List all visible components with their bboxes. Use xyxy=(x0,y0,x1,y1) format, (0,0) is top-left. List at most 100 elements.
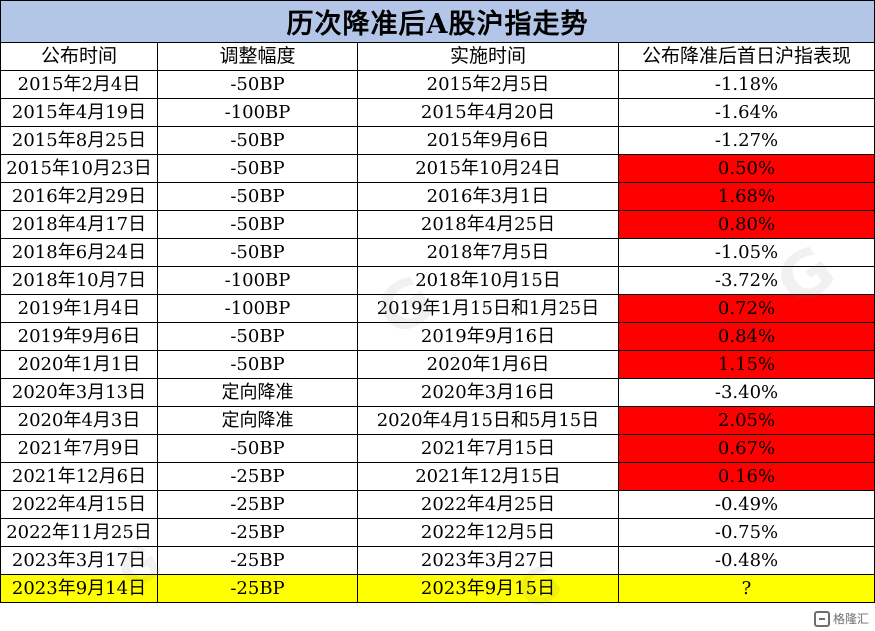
cell-announce-date: 2015年8月25日 xyxy=(0,126,158,155)
cell-first-day-performance: -1.27% xyxy=(617,126,875,155)
table-row: 2015年2月4日 -50BP 2015年2月5日 -1.18% xyxy=(0,70,875,99)
cell-announce-date: 2020年1月1日 xyxy=(0,350,158,379)
cell-announce-date: 2015年4月19日 xyxy=(0,98,158,127)
cell-announce-date: 2018年10月7日 xyxy=(0,266,158,295)
table-row: 2021年12月6日 -25BP 2021年12月15日 0.16% xyxy=(0,462,875,491)
cell-announce-date: 2015年10月23日 xyxy=(0,154,158,183)
cell-effective-date: 2015年9月6日 xyxy=(357,126,619,155)
cell-announce-date: 2022年4月15日 xyxy=(0,490,158,519)
cell-adjustment: -50BP xyxy=(157,434,358,463)
cell-first-day-performance: -1.64% xyxy=(617,98,875,127)
table-row: 2020年4月3日 定向降准 2020年4月15日和5月15日 2.05% xyxy=(0,406,875,435)
cell-effective-date: 2022年12月5日 xyxy=(357,518,619,547)
cell-announce-date: 2016年2月29日 xyxy=(0,182,158,211)
table-row: 2023年9月14日 -25BP 2023年9月15日? xyxy=(0,574,875,603)
cell-announce-date: 2019年9月6日 xyxy=(0,322,158,351)
cell-first-day-performance: -3.72% xyxy=(617,266,875,295)
cell-first-day-performance: -0.49% xyxy=(617,490,875,519)
cell-effective-date: 2019年1月15日和1月25日 xyxy=(357,294,619,323)
cell-adjustment: -100BP xyxy=(157,294,358,323)
brand-logo-text: 格隆汇 xyxy=(832,612,869,626)
header-row: 公布时间 调整幅度 实施时间 公布降准后首日沪指表现 xyxy=(0,42,875,71)
cell-first-day-performance: 0.80% xyxy=(617,210,875,239)
table-row: 2023年3月17日 -25BP 2023年3月27日 -0.48% xyxy=(0,546,875,575)
cell-announce-date: 2020年3月13日 xyxy=(0,378,158,407)
cell-first-day-performance: -3.40% xyxy=(617,378,875,407)
cell-first-day-performance: -1.05% xyxy=(617,238,875,267)
header-effective-date: 实施时间 xyxy=(357,42,619,71)
cell-first-day-performance: 2.05% xyxy=(617,406,875,435)
cell-adjustment: 定向降准 xyxy=(157,378,358,407)
cell-announce-date: 2020年4月3日 xyxy=(0,406,158,435)
header-adjustment: 调整幅度 xyxy=(157,42,358,71)
cell-first-day-performance: ? xyxy=(617,574,875,603)
cell-first-day-performance: 1.68% xyxy=(617,182,875,211)
cell-effective-date: 2019年9月16日 xyxy=(357,322,619,351)
cell-adjustment: -100BP xyxy=(157,266,358,295)
table-row: 2021年7月9日 -50BP 2021年7月15日 0.67% xyxy=(0,434,875,463)
cell-effective-date: 2018年4月25日 xyxy=(357,210,619,239)
cell-adjustment: -25BP xyxy=(157,490,358,519)
brand-logo: 格隆汇 xyxy=(813,610,869,627)
cell-adjustment: -100BP xyxy=(157,98,358,127)
cell-adjustment: -25BP xyxy=(157,546,358,575)
cell-effective-date: 2018年10月15日 xyxy=(357,266,619,295)
cell-adjustment: -25BP xyxy=(157,518,358,547)
table-row: 2019年9月6日 -50BP 2019年9月16日 0.84% xyxy=(0,322,875,351)
cell-adjustment: 定向降准 xyxy=(157,406,358,435)
cell-adjustment: -50BP xyxy=(157,154,358,183)
cell-effective-date: 2021年7月15日 xyxy=(357,434,619,463)
cell-adjustment: -25BP xyxy=(157,462,358,491)
cell-effective-date: 2023年9月15日 xyxy=(357,574,619,603)
cell-announce-date: 2023年3月17日 xyxy=(0,546,158,575)
cell-first-day-performance: -0.75% xyxy=(617,518,875,547)
cell-first-day-performance: 0.84% xyxy=(617,322,875,351)
cell-announce-date: 2021年12月6日 xyxy=(0,462,158,491)
rrr-cut-table: 历次降准后A股沪指走势 公布时间 调整幅度 实施时间 公布降准后首日沪指表现 2… xyxy=(0,0,875,603)
cell-effective-date: 2020年3月16日 xyxy=(357,378,619,407)
brand-logo-icon xyxy=(813,610,830,627)
table-row: 2019年1月4日 -100BP 2019年1月15日和1月25日 0.72% xyxy=(0,294,875,323)
cell-announce-date: 2015年2月4日 xyxy=(0,70,158,99)
table-row: 2015年4月19日 -100BP 2015年4月20日 -1.64% xyxy=(0,98,875,127)
table-row: 2022年4月15日 -25BP 2022年4月25日 -0.49% xyxy=(0,490,875,519)
cell-announce-date: 2023年9月14日 xyxy=(0,574,158,603)
cell-first-day-performance: 0.50% xyxy=(617,154,875,183)
table-row: 2015年8月25日 -50BP 2015年9月6日 -1.27% xyxy=(0,126,875,155)
cell-announce-date: 2019年1月4日 xyxy=(0,294,158,323)
cell-effective-date: 2015年2月5日 xyxy=(357,70,619,99)
table-row: 2018年6月24日 -50BP 2018年7月5日 -1.05% xyxy=(0,238,875,267)
cell-effective-date: 2021年12月15日 xyxy=(357,462,619,491)
cell-adjustment: -25BP xyxy=(157,574,358,603)
cell-announce-date: 2021年7月9日 xyxy=(0,434,158,463)
cell-effective-date: 2020年4月15日和5月15日 xyxy=(357,406,619,435)
cell-first-day-performance: 0.67% xyxy=(617,434,875,463)
cell-effective-date: 2020年1月6日 xyxy=(357,350,619,379)
cell-first-day-performance: 0.72% xyxy=(617,294,875,323)
cell-effective-date: 2015年4月20日 xyxy=(357,98,619,127)
table-row: 2022年11月25日 -25BP 2022年12月5日 -0.75% xyxy=(0,518,875,547)
cell-first-day-performance: -0.48% xyxy=(617,546,875,575)
cell-effective-date: 2016年3月1日 xyxy=(357,182,619,211)
cell-effective-date: 2023年3月27日 xyxy=(357,546,619,575)
cell-first-day-performance: 1.15% xyxy=(617,350,875,379)
spreadsheet: 历次降准后A股沪指走势 公布时间 调整幅度 实施时间 公布降准后首日沪指表现 2… xyxy=(0,0,875,603)
cell-effective-date: 2018年7月5日 xyxy=(357,238,619,267)
cell-effective-date: 2022年4月25日 xyxy=(357,490,619,519)
cell-adjustment: -50BP xyxy=(157,182,358,211)
header-announce-date: 公布时间 xyxy=(0,42,158,71)
table-row: 2018年4月17日 -50BP 2018年4月25日 0.80% xyxy=(0,210,875,239)
cell-effective-date: 2015年10月24日 xyxy=(357,154,619,183)
cell-adjustment: -50BP xyxy=(157,70,358,99)
cell-first-day-performance: -1.18% xyxy=(617,70,875,99)
cell-announce-date: 2018年4月17日 xyxy=(0,210,158,239)
cell-adjustment: -50BP xyxy=(157,350,358,379)
table-title: 历次降准后A股沪指走势 xyxy=(0,0,875,43)
table-row: 2015年10月23日 -50BP 2015年10月24日 0.50% xyxy=(0,154,875,183)
table-row: 2016年2月29日 -50BP 2016年3月1日 1.68% xyxy=(0,182,875,211)
cell-announce-date: 2018年6月24日 xyxy=(0,238,158,267)
header-first-day-performance: 公布降准后首日沪指表现 xyxy=(617,42,875,71)
table-row: 2020年3月13日 定向降准 2020年3月16日 -3.40% xyxy=(0,378,875,407)
table-row: 2018年10月7日 -100BP 2018年10月15日 -3.72% xyxy=(0,266,875,295)
cell-adjustment: -50BP xyxy=(157,210,358,239)
